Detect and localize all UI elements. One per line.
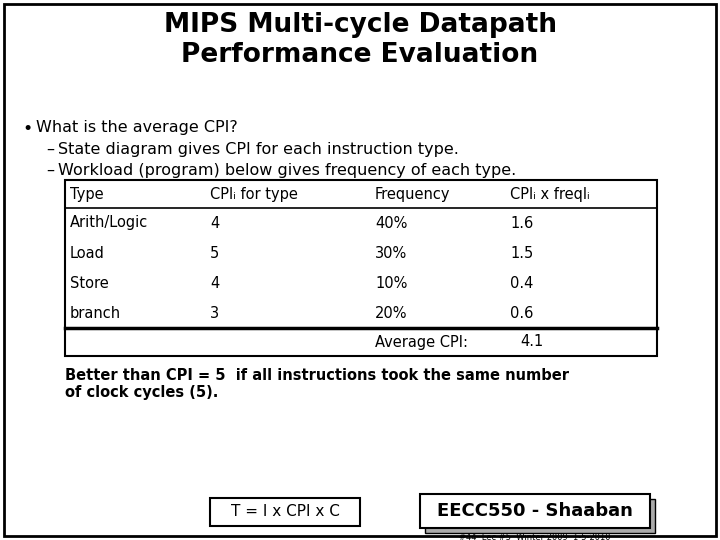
Text: 0.4: 0.4	[510, 275, 534, 291]
Text: What is the average CPI?: What is the average CPI?	[36, 120, 238, 135]
Bar	[425, 499, 655, 533]
Text: #44  Lec #5  Winter 2009  1-5-2010: #44 Lec #5 Winter 2009 1-5-2010	[459, 533, 611, 540]
Text: –: –	[46, 163, 54, 178]
Text: Average CPI:: Average CPI:	[375, 334, 468, 349]
Text: 30%: 30%	[375, 246, 408, 260]
Text: Frequency: Frequency	[375, 186, 451, 201]
Text: 5: 5	[210, 246, 220, 260]
Text: 4: 4	[210, 215, 220, 231]
Text: 20%: 20%	[375, 306, 408, 321]
Bar	[420, 494, 650, 528]
Text: 1.5: 1.5	[510, 246, 534, 260]
Text: 0.6: 0.6	[510, 306, 534, 321]
Text: EECC550 - Shaaban: EECC550 - Shaaban	[437, 502, 633, 520]
Text: 3: 3	[210, 306, 219, 321]
Text: branch: branch	[70, 306, 121, 321]
Text: 4: 4	[210, 275, 220, 291]
Text: Store: Store	[70, 275, 109, 291]
Text: 4.1: 4.1	[520, 334, 544, 349]
Bar	[65, 180, 657, 356]
Text: 40%: 40%	[375, 215, 408, 231]
Text: T = I x CPI x C: T = I x CPI x C	[230, 504, 339, 519]
Text: •: •	[22, 120, 32, 138]
Text: Type: Type	[70, 186, 104, 201]
Text: CPIᵢ x freqlᵢ: CPIᵢ x freqlᵢ	[510, 186, 590, 201]
Text: MIPS Multi-cycle Datapath
Performance Evaluation: MIPS Multi-cycle Datapath Performance Ev…	[163, 12, 557, 68]
Text: 1.6: 1.6	[510, 215, 534, 231]
Text: Better than CPI = 5  if all instructions took the same number
of clock cycles (5: Better than CPI = 5 if all instructions …	[65, 368, 569, 400]
Text: –: –	[46, 142, 54, 157]
Text: Workload (program) below gives frequency of each type.: Workload (program) below gives frequency…	[58, 163, 516, 178]
Text: CPIᵢ for type: CPIᵢ for type	[210, 186, 298, 201]
Bar	[210, 498, 360, 526]
Text: Arith/Logic: Arith/Logic	[70, 215, 148, 231]
Text: 10%: 10%	[375, 275, 408, 291]
Text: State diagram gives CPI for each instruction type.: State diagram gives CPI for each instruc…	[58, 142, 459, 157]
Text: Load: Load	[70, 246, 105, 260]
